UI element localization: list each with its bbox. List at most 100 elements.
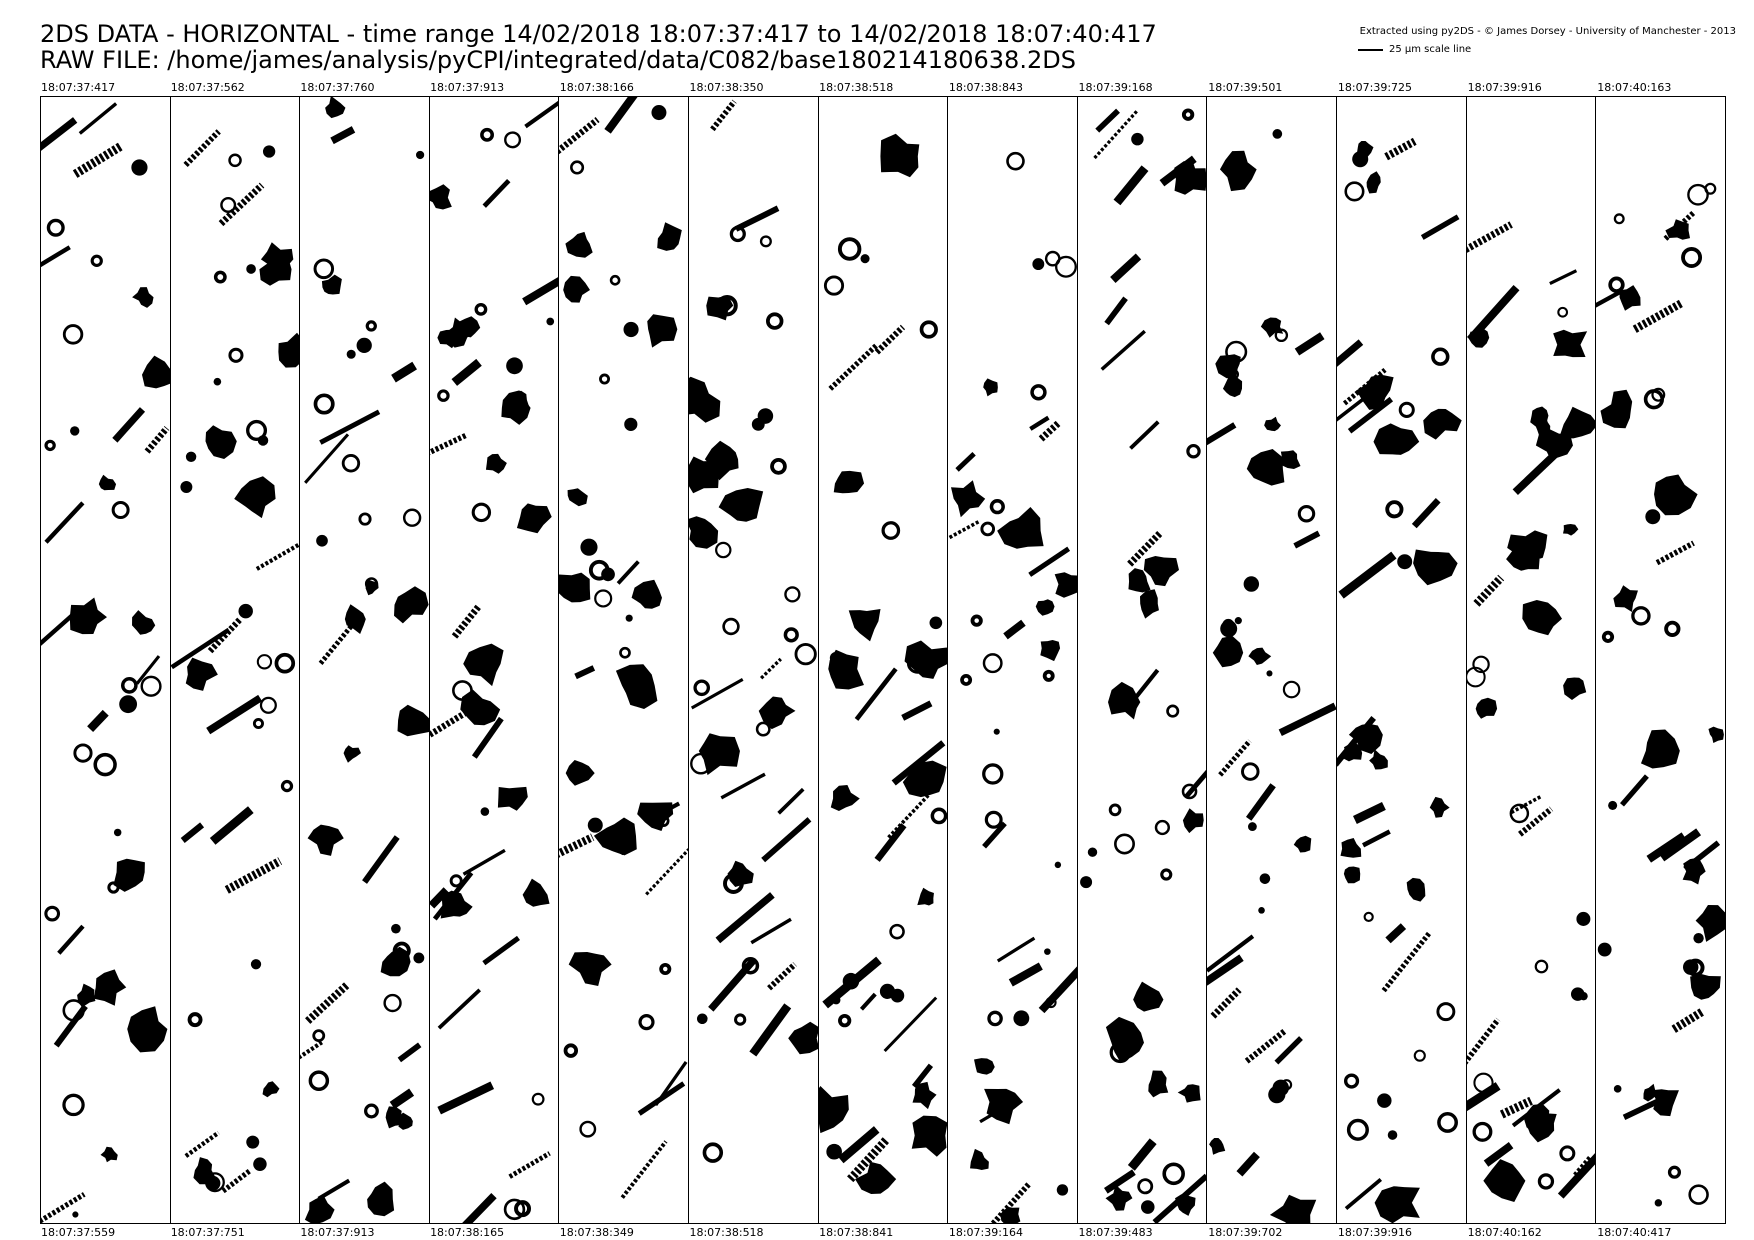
droplet-ring [794,642,817,666]
aggregate-particle [1348,723,1383,754]
solid-particle [1258,907,1266,914]
aggregate-particle [429,184,452,210]
aggregate-particle [1558,406,1596,439]
solid-particle [356,337,373,354]
strip-start-time: 18:07:37:562 [170,81,245,94]
columnar-crystal [760,657,783,680]
droplet-ring [1108,803,1122,817]
columnar-crystal [112,407,146,443]
strip-end-time: 18:07:38:349 [559,1226,634,1239]
scale-label: 25 μm scale line [1389,44,1472,55]
droplet-ring [982,763,1004,785]
aggregate-particle [141,355,170,389]
droplet-ring [1113,833,1135,855]
image-strip [1078,97,1208,1223]
droplet-ring [755,721,771,737]
droplet-ring [1608,276,1625,293]
columnar-crystal [715,892,775,944]
strip-start-time: 18:07:39:501 [1208,81,1283,94]
columnar-crystal [330,126,356,145]
droplet-ring [690,752,712,775]
columnar-crystal [604,97,638,134]
aggregate-particle [367,1181,395,1217]
strip-start-time: 18:07:39:916 [1467,81,1542,94]
aggregate-particle [1506,530,1548,564]
columnar-crystal [318,624,354,665]
aggregate-particle [1261,317,1284,338]
columnar-crystal [1511,1088,1561,1128]
aggregate-particle [632,579,663,609]
aggregate-particle [827,649,864,690]
aggregate-particle [848,609,881,642]
aggregate-particle [568,488,589,507]
droplet-ring [383,993,402,1013]
solid-particle [1054,861,1062,869]
columnar-crystal [221,1167,252,1194]
droplet-ring [610,274,621,286]
columnar-crystal [1236,1151,1261,1177]
columnar-crystal [1218,739,1253,777]
droplet-ring [1651,387,1666,402]
droplet-ring [837,237,862,261]
aggregate-particle [1215,354,1242,379]
columnar-crystal [1344,1177,1383,1211]
aggregate-particle [1369,749,1388,770]
columnar-crystal [1127,530,1163,567]
columnar-crystal [891,740,946,786]
columnar-crystal [638,1081,686,1116]
strip-end-time: 18:07:39:483 [1078,1226,1153,1239]
droplet-ring [619,646,632,659]
droplet-ring [1466,666,1486,688]
aggregate-particle [1366,171,1381,194]
columnar-crystal [1347,396,1394,434]
droplet-ring [1602,630,1615,643]
image-strip [1466,97,1597,1223]
columnar-crystal [828,342,879,391]
aggregate-particle [1643,1083,1661,1102]
aggregate-particle [854,1161,896,1194]
columnar-crystal [1362,829,1391,848]
droplet-ring [1644,389,1665,410]
columnar-crystal [1029,415,1050,431]
columnar-crystal [389,1088,415,1110]
aggregate-particle [718,488,764,522]
columnar-crystal [41,1192,86,1223]
columnar-crystal [883,996,937,1053]
solid-particle [651,105,667,121]
droplet-ring [245,419,267,441]
solid-particle [1272,129,1283,139]
droplet-ring [716,295,738,317]
solid-particle [179,481,192,494]
columnar-crystal [300,1040,324,1060]
columnar-crystal [1517,806,1553,837]
droplet-ring [313,258,335,280]
droplet-ring [1030,384,1047,401]
solid-particle [626,614,634,622]
droplet-ring [1681,246,1703,269]
aggregate-particle [1708,726,1725,743]
columnar-crystal [57,924,85,955]
solid-particle [890,988,904,1003]
columnar-crystal [521,276,559,306]
droplet-ring [187,1012,203,1028]
columnar-crystal [1381,931,1432,993]
solid-particle [860,254,870,264]
droplet-ring [1398,401,1415,418]
columnar-crystal [1110,253,1142,283]
columnar-crystal [690,678,744,710]
particle-images [41,102,170,1223]
solid-particle [1131,132,1144,146]
aggregate-particle [880,133,919,178]
solid-particle [257,435,268,446]
columnar-crystal [1127,1138,1157,1171]
aggregate-particle [205,425,237,459]
columnar-crystal [1499,1096,1533,1119]
columnar-crystal [874,823,907,862]
columnar-crystal [621,1140,668,1199]
columnar-crystal [1411,498,1441,529]
strip-end-time: 18:07:37:913 [300,1226,375,1239]
aggregate-particle [1213,635,1244,668]
particle-image-panel [40,96,1726,1224]
aggregate-particle [132,287,154,308]
aggregate-particle [1107,681,1141,720]
